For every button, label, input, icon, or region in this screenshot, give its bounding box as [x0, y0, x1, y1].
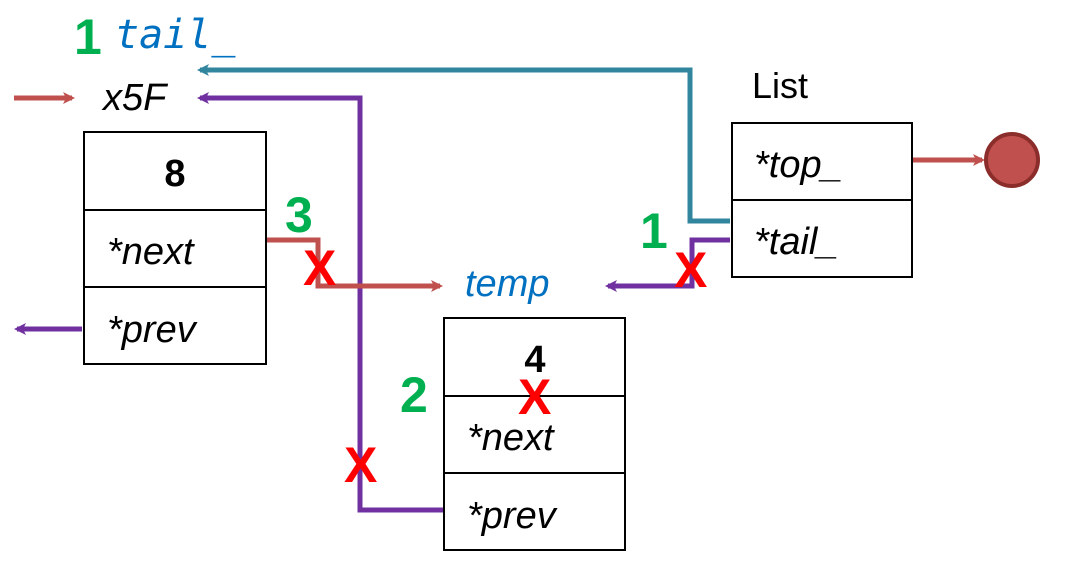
list-tail-label: *tail_	[754, 221, 839, 263]
step-number-3: 3	[285, 187, 313, 243]
node-b-prev-label: *prev	[467, 495, 558, 537]
step-number-2: 2	[400, 367, 428, 423]
next-pointer-arrow-a	[267, 237, 443, 292]
list-top-label: *top_	[754, 144, 843, 186]
node-a-prev-label: *prev	[107, 309, 198, 351]
list-label: List	[752, 65, 808, 106]
node-a-value: 8	[164, 153, 185, 195]
step-number-1-top: 1	[74, 9, 102, 65]
x-mark-next-a: X	[303, 240, 336, 296]
temp-label: temp	[465, 263, 549, 305]
x-mark-node-b-value: X	[518, 369, 551, 425]
old-tail-arrow	[605, 237, 730, 292]
list-node: *top_ *tail_	[731, 122, 913, 278]
node-a: 8 *next *prev	[83, 131, 267, 365]
node-a-next-label: *next	[107, 231, 195, 273]
x-mark-prev-b: X	[344, 437, 377, 493]
step-number-1-right: 1	[640, 203, 668, 259]
x-mark-old-tail: X	[674, 242, 707, 298]
x5f-label: x5F	[101, 77, 168, 119]
node-b: 4 *next *prev	[443, 317, 626, 551]
null-circle	[984, 132, 1040, 188]
tail-variable-label: tail_	[115, 12, 236, 58]
node-b-next-label: *next	[467, 417, 555, 459]
tail-pointer-arrow	[197, 64, 730, 224]
prev-pointer-arrow-b	[197, 92, 443, 513]
node-b-value: 4	[524, 339, 545, 381]
